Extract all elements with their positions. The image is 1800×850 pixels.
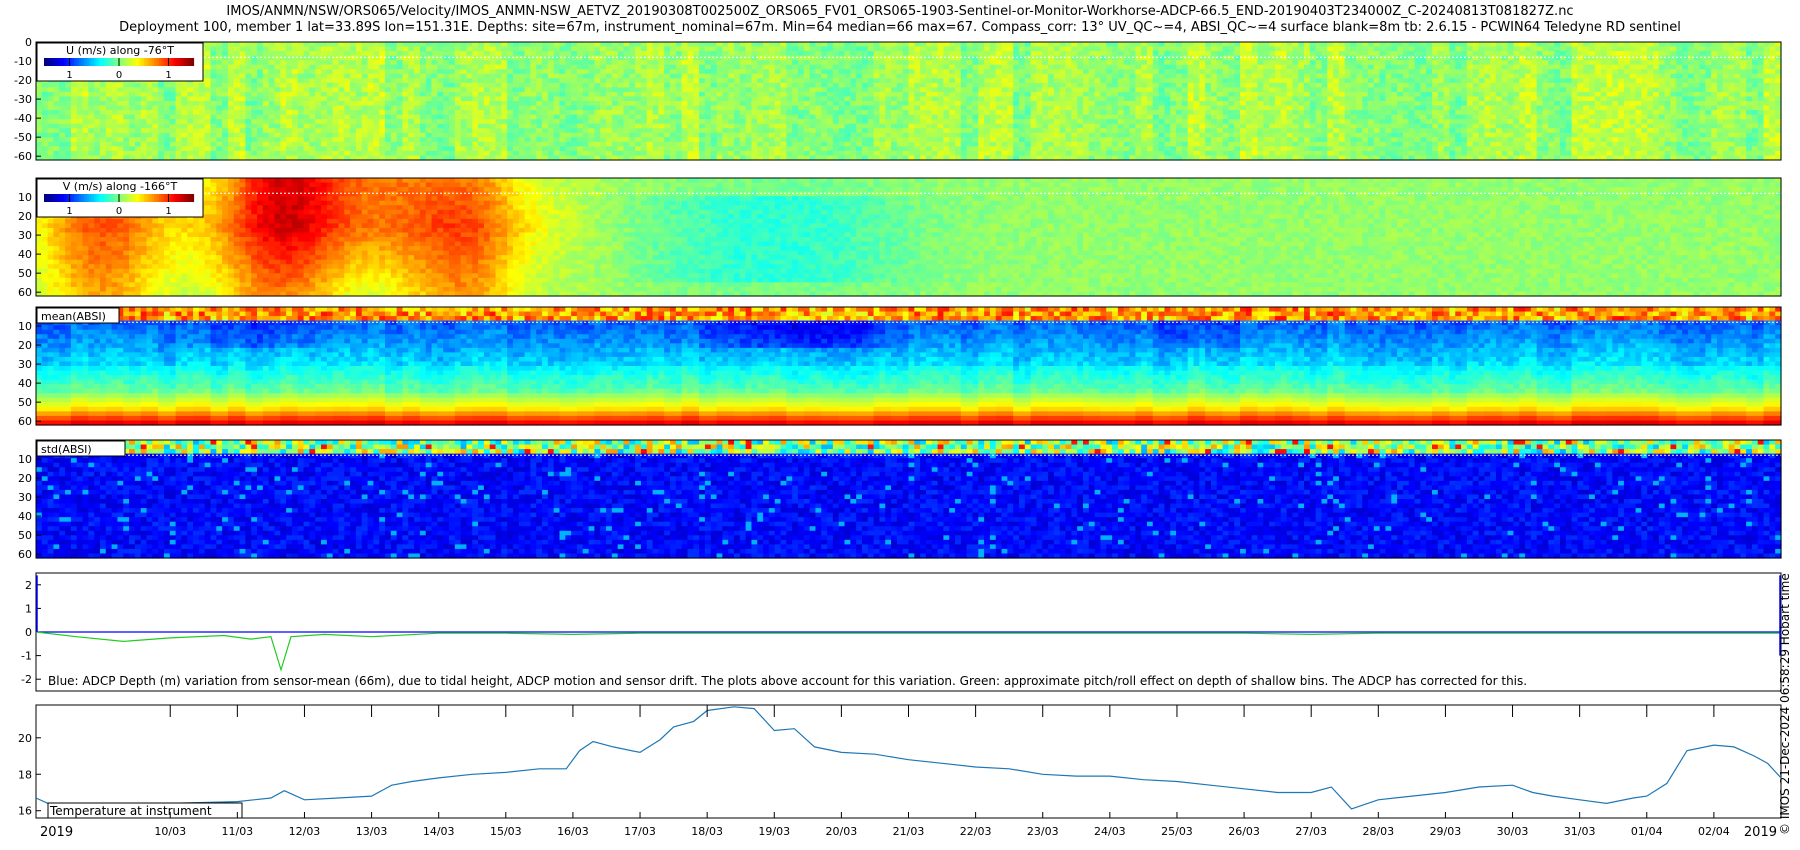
colorbar-tick-label: 1 bbox=[66, 70, 72, 81]
x-tick-label: 16/03 bbox=[557, 825, 589, 838]
x-tick-label: 23/03 bbox=[1027, 825, 1059, 838]
x-tick-label: 19/03 bbox=[758, 825, 790, 838]
temperature-label: Temperature at instrument bbox=[49, 804, 212, 818]
figure-title-line1: IMOS/ANMN/NSW/ORS065/Velocity/IMOS_ANMN-… bbox=[0, 4, 1800, 20]
x-tick-label: 14/03 bbox=[423, 825, 455, 838]
temp-y-tick-label: 16 bbox=[18, 805, 32, 818]
x-tick-label: 22/03 bbox=[960, 825, 992, 838]
panel-title: mean(ABSI) bbox=[41, 310, 106, 323]
x-tick-label: 21/03 bbox=[893, 825, 925, 838]
depth-caption: Blue: ADCP Depth (m) variation from sens… bbox=[48, 674, 1527, 688]
x-tick-label: 20/03 bbox=[826, 825, 858, 838]
y-tick-label: 10 bbox=[18, 191, 32, 204]
y-tick-label: 30 bbox=[18, 229, 32, 242]
x-tick-label: 25/03 bbox=[1161, 825, 1193, 838]
x-tick-label: 27/03 bbox=[1295, 825, 1327, 838]
x-tick-label: 10/03 bbox=[154, 825, 186, 838]
x-tick-label: 13/03 bbox=[356, 825, 388, 838]
y-tick-label: 20 bbox=[18, 210, 32, 223]
y-tick-label: 50 bbox=[18, 396, 32, 409]
y-tick-label: 20 bbox=[18, 472, 32, 485]
y-tick-label: 40 bbox=[18, 248, 32, 261]
x-axis-end-year: 2019 bbox=[1744, 825, 1777, 840]
x-tick-label: 11/03 bbox=[221, 825, 253, 838]
colorbar-tick-label: 0 bbox=[116, 206, 122, 217]
figure-title-line2: Deployment 100, member 1 lat=33.89S lon=… bbox=[0, 20, 1800, 36]
temp-y-tick-label: 18 bbox=[18, 768, 32, 781]
x-tick-label: 02/04 bbox=[1698, 825, 1730, 838]
panel-title: U (m/s) along -76°T bbox=[66, 44, 174, 57]
colorbar-1 bbox=[44, 194, 195, 202]
temperature-panel-frame bbox=[35, 704, 1782, 819]
depth-y-tick-label: -1 bbox=[21, 650, 32, 663]
y-tick-label: -60 bbox=[14, 150, 32, 163]
y-tick-label: 50 bbox=[18, 529, 32, 542]
depth-y-tick-label: 2 bbox=[25, 579, 32, 592]
x-tick-label: 01/04 bbox=[1631, 825, 1663, 838]
y-tick-label: 20 bbox=[18, 339, 32, 352]
temp-y-tick-label: 20 bbox=[18, 732, 32, 745]
y-tick-label: 40 bbox=[18, 510, 32, 523]
x-tick-label: 29/03 bbox=[1430, 825, 1462, 838]
depth-y-tick-label: 0 bbox=[25, 626, 32, 639]
heatmap-panel-1 bbox=[36, 178, 1782, 297]
y-tick-label: -50 bbox=[14, 131, 32, 144]
y-tick-label: 30 bbox=[18, 358, 32, 371]
panel-label-box-3 bbox=[36, 440, 126, 457]
y-tick-label: 60 bbox=[18, 548, 32, 561]
y-tick-label: 0 bbox=[25, 36, 32, 49]
y-tick-label: -20 bbox=[14, 74, 32, 87]
panel-frame-1 bbox=[35, 177, 1782, 297]
panel-title: std(ABSI) bbox=[41, 443, 92, 456]
y-tick-label: 10 bbox=[18, 320, 32, 333]
temperature-label-box bbox=[47, 802, 243, 819]
heatmap-panel-2 bbox=[36, 307, 1782, 426]
panel-frame-2 bbox=[35, 306, 1782, 426]
y-tick-label: 10 bbox=[18, 453, 32, 466]
y-tick-label: 30 bbox=[18, 491, 32, 504]
panel-label-box-2 bbox=[36, 307, 120, 324]
colorbar-tick-label: 0 bbox=[116, 70, 122, 81]
depth-y-tick-label: -2 bbox=[21, 673, 32, 686]
temperature-series-0 bbox=[35, 706, 1782, 810]
panel-title: V (m/s) along -166°T bbox=[63, 180, 178, 193]
x-tick-label: 26/03 bbox=[1228, 825, 1260, 838]
colorbar-tick-label: 1 bbox=[165, 70, 171, 81]
colorbar-tick-label: 1 bbox=[66, 206, 72, 217]
heatmap-panel-0 bbox=[36, 42, 1782, 161]
x-tick-label: 18/03 bbox=[691, 825, 723, 838]
x-tick-label: 17/03 bbox=[624, 825, 656, 838]
y-tick-label: 40 bbox=[18, 377, 32, 390]
x-tick-label: 15/03 bbox=[490, 825, 522, 838]
x-tick-label: 30/03 bbox=[1497, 825, 1529, 838]
x-axis-start-year: 2019 bbox=[40, 825, 73, 840]
x-tick-label: 24/03 bbox=[1094, 825, 1126, 838]
panel-frame-0 bbox=[35, 41, 1782, 161]
x-tick-label: 28/03 bbox=[1362, 825, 1394, 838]
depth-caption-box bbox=[44, 672, 1634, 690]
y-tick-label: -10 bbox=[14, 55, 32, 68]
colorbar-0 bbox=[44, 58, 195, 66]
x-tick-label: 12/03 bbox=[289, 825, 321, 838]
y-tick-label: -40 bbox=[14, 112, 32, 125]
depth-y-tick-label: 1 bbox=[25, 602, 32, 615]
y-tick-label: -30 bbox=[14, 93, 32, 106]
depth-series-1 bbox=[35, 631, 1781, 672]
colorbar-tick-label: 1 bbox=[165, 206, 171, 217]
heatmap-panel-3 bbox=[36, 440, 1782, 559]
y-tick-label: 60 bbox=[18, 415, 32, 428]
y-tick-label: 60 bbox=[18, 286, 32, 299]
y-tick-label: 50 bbox=[18, 267, 32, 280]
x-tick-label: 31/03 bbox=[1564, 825, 1596, 838]
panel-frame-3 bbox=[35, 439, 1782, 559]
credit-label: © IMOS 21-Dec-2024 06:58:29 Hobart time bbox=[1778, 573, 1792, 835]
